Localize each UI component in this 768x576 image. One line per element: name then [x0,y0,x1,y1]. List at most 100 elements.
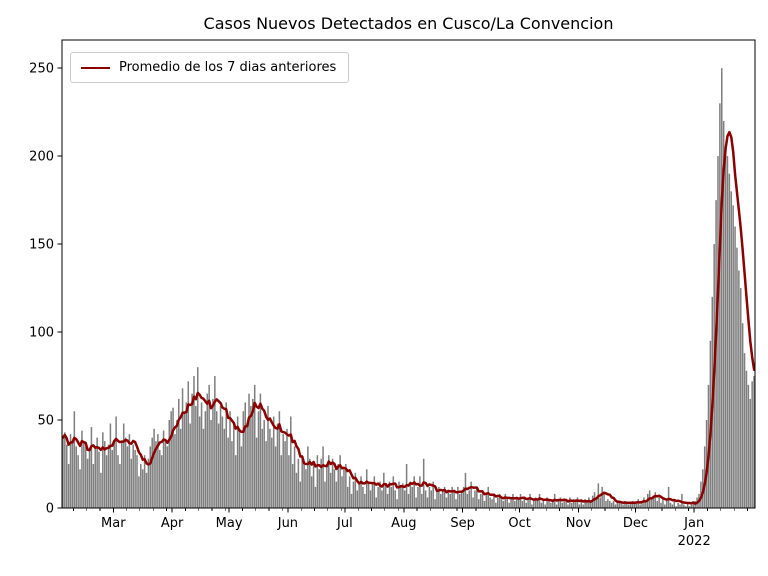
bar [267,405,269,508]
bar [622,504,624,508]
bar [134,449,136,508]
legend-box: Promedio de los 7 dias anteriores [70,52,350,83]
bar [485,493,488,508]
bar [164,441,167,508]
bar [276,423,279,508]
bar [122,423,125,508]
bar [77,455,79,508]
bar [599,497,602,508]
bar [432,481,434,508]
bar [576,497,579,508]
bar [309,458,311,508]
bar [153,428,155,508]
bar [536,500,539,508]
bar [502,500,505,508]
bar [269,428,271,508]
bar [369,490,372,508]
bar [388,481,391,508]
bar [717,156,719,508]
bar [563,499,565,508]
bar [400,486,402,508]
legend-label: Promedio de los 7 dias anteriores [119,60,337,75]
bar [339,455,341,508]
bar [143,455,146,508]
bar [686,502,689,508]
bar [373,476,376,508]
bar [534,497,537,508]
bar [616,502,619,508]
bar [208,384,210,508]
bar [210,420,212,508]
bar [732,205,734,508]
bar [65,444,68,508]
x-tick-label: May [216,516,243,531]
bar [86,458,89,508]
bar [234,455,237,508]
bar [662,499,664,508]
bar [310,476,313,508]
bar [447,490,450,508]
bar [521,500,524,508]
bar [259,393,262,508]
bar [650,499,653,508]
bar [187,381,190,508]
bar [590,502,592,508]
bar [71,441,74,508]
bar [618,500,621,508]
bar [335,481,338,508]
bar [531,504,533,508]
bar [529,493,531,508]
bar [402,483,404,508]
bar [64,432,66,508]
bar [94,446,96,508]
bar [641,500,643,508]
bar [409,481,412,508]
bar [586,502,588,508]
bar [271,437,273,508]
bar [159,449,161,508]
y-tick-label: 150 [29,238,54,253]
bar [109,423,112,508]
bar [466,493,469,508]
x-tick-label: Jul [336,516,353,531]
bar [546,497,548,508]
bar [147,458,150,508]
bar [346,486,349,508]
bar [745,370,748,508]
bar [280,455,283,508]
bar [740,288,742,508]
bar [411,486,414,508]
bar [724,147,727,508]
bar [449,493,452,508]
bar [377,486,379,508]
bar [160,455,163,508]
bar [390,486,393,508]
bar [747,384,750,508]
bar [265,441,267,508]
bar [525,502,527,508]
bar [215,411,218,508]
bar [252,398,254,508]
bar [193,376,195,508]
chart-title: Casos Nuevos Detectados en Cusco/La Conv… [203,14,614,33]
bar [141,469,144,508]
bar [481,490,484,508]
tick-labels-group: 0 50 100 150 200 250 Mar Apr May Jun Jul Aug Sep Oct N… [29,62,711,549]
bar [491,499,493,508]
bar [506,497,508,508]
bar [183,411,186,508]
bar [157,434,159,508]
bar [645,502,647,508]
bar [149,446,152,508]
bar [496,497,499,508]
bar [436,490,438,508]
bar [140,464,142,508]
bar [654,492,657,508]
bar [407,493,410,508]
bar [290,416,292,508]
bar [81,430,83,508]
bar [578,504,581,508]
bar [115,416,117,508]
bar [365,469,368,508]
